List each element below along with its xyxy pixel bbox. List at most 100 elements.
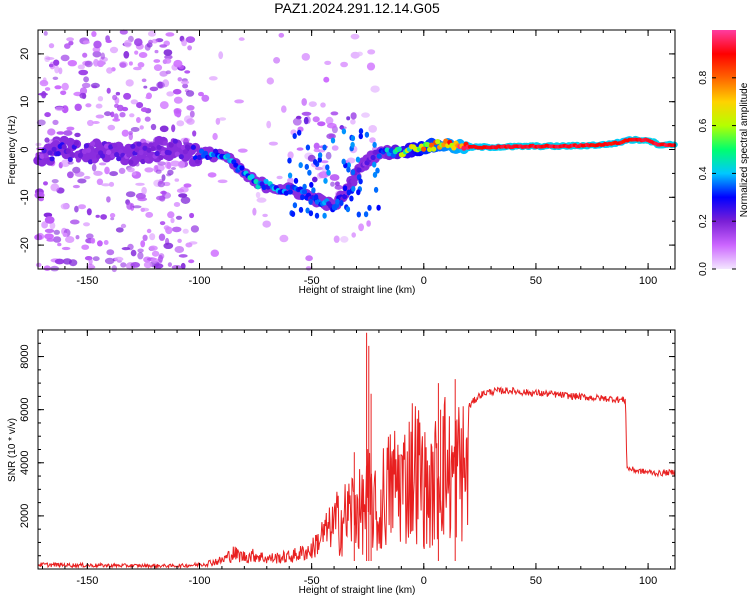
spectrogram-noise-cell	[171, 167, 176, 170]
spectrogram-noise-cell	[165, 32, 175, 37]
spectrogram-noise-cell	[70, 219, 80, 225]
spectrogram-noise-cell	[93, 170, 103, 176]
spectrogram-noise-cell	[97, 60, 105, 68]
spectrogram-noise-cell	[323, 177, 328, 184]
spectrogram-noise-cell	[92, 50, 102, 58]
spectrogram-noise-cell	[121, 129, 129, 137]
spectrogram-noise-cell	[48, 43, 55, 49]
spectrogram-noise-cell	[322, 212, 327, 219]
x-tick-label: -100	[188, 275, 210, 287]
spectrogram-ridge-cell	[45, 157, 51, 163]
spectrogram-noise-cell	[165, 226, 173, 235]
spectrogram-noise-cell	[64, 43, 71, 49]
spectrogram-ridge-cell	[451, 145, 457, 151]
spectrogram-noise-cell	[110, 111, 115, 118]
spectrogram-noise-cell	[305, 266, 312, 271]
spectrogram-noise-cell	[305, 144, 311, 151]
spectrogram-ridge-cell	[93, 147, 100, 153]
spectrogram-noise-cell	[176, 188, 185, 193]
spectrogram-noise-cell	[114, 256, 124, 262]
spectrogram-noise-cell	[161, 190, 166, 197]
spectrogram-noise-cell	[58, 67, 63, 75]
spectrogram-noise-cell	[142, 234, 148, 241]
spectrogram-noise-cell	[218, 117, 227, 121]
spectrogram-ridge-cell	[100, 153, 106, 159]
spectrogram-noise-cell	[44, 233, 54, 240]
spectrogram-noise-cell	[174, 246, 185, 253]
spectrogram-ridge-cell	[283, 190, 289, 196]
spectrogram-noise-cell	[155, 169, 162, 174]
spectrogram-noise-cell	[50, 183, 60, 192]
snr-y-ticks: 2000 4000 6000 8000	[19, 329, 675, 557]
spectrogram-ridge-cell	[178, 154, 184, 160]
spectrogram-noise-cell	[303, 116, 309, 125]
spectrogram-noise-cell	[300, 194, 305, 201]
spectrogram-noise-cell	[340, 61, 348, 68]
spectrogram-noise-cell	[52, 76, 59, 81]
spectrogram-ridge-cell	[425, 142, 431, 148]
x-tick-label: 100	[639, 575, 657, 587]
spectrogram-noise-cell	[60, 203, 69, 210]
spectrogram-noise-cell	[163, 242, 174, 249]
spectrogram-noise-cell	[198, 91, 204, 97]
spectrogram-noise-cell	[109, 171, 118, 177]
spectrogram-noise-cell	[78, 204, 86, 210]
spectrogram-ridge-cell	[435, 139, 441, 145]
spectrogram-noise-cell	[77, 64, 85, 70]
spectrogram-noise-cell	[185, 36, 196, 43]
spectrogram-noise-cell	[157, 161, 166, 166]
spectrogram-noise-cell	[329, 174, 340, 181]
spectrogram-noise-cell	[166, 173, 172, 177]
spectrogram-noise-cell	[237, 148, 248, 153]
spectrogram-noise-cell	[314, 212, 320, 219]
spectrogram-noise-cell	[108, 181, 115, 187]
spectrogram-noise-cell	[52, 119, 59, 125]
spectrogram-noise-cell	[355, 156, 361, 163]
snr-panel: -150 -100 -50 0 50 100 2000 4000 6000 8000 Heigh…	[7, 329, 676, 596]
spectrogram-noise-cell	[153, 263, 164, 269]
spectrogram-ridge-cell	[134, 147, 140, 153]
spectrogram-noise-cell	[364, 131, 370, 138]
spectrogram-noise-cell	[188, 259, 195, 264]
spectrogram-noise-cell	[164, 161, 171, 169]
spectrogram-ridge-cell	[287, 189, 293, 195]
spectrogram-noise-cell	[273, 57, 281, 64]
spectrogram-ridge-cell	[239, 165, 245, 171]
spectrogram-noise-cell	[318, 171, 329, 179]
spectrogram-noise-cell	[81, 82, 91, 89]
spectrogram-noise-cell	[56, 131, 65, 135]
y-tick-label: 2000	[19, 504, 31, 528]
spectrogram-noise-cell	[54, 85, 62, 90]
spectrogram-noise-cell	[180, 196, 191, 204]
spectrogram-cells	[33, 29, 678, 273]
spectrogram-noise-cell	[67, 161, 74, 165]
spectrogram-noise-cell	[57, 242, 62, 247]
spectrogram-noise-cell	[292, 133, 297, 139]
spectrogram-noise-cell	[159, 70, 168, 77]
spectrogram-noise-cell	[119, 62, 127, 68]
y-tick-label: 10	[19, 96, 31, 108]
spectrogram-noise-cell	[104, 166, 110, 175]
spectrogram-noise-cell	[106, 196, 111, 203]
spectrogram-noise-cell	[44, 112, 51, 118]
spectrogram-noise-cell	[180, 262, 186, 270]
spectrogram-noise-cell	[95, 214, 100, 218]
spectrogram-noise-cell	[317, 121, 326, 127]
spectrogram-ridge-cell	[166, 150, 172, 156]
spectrogram-noise-cell	[90, 237, 96, 244]
spectrogram-ridge-cell	[77, 152, 83, 158]
spectrogram-ridge-cell	[174, 151, 180, 157]
spectrogram-noise-cell	[350, 141, 355, 148]
spectrogram-ridge-cell	[65, 148, 71, 154]
spectrogram-noise-cell	[83, 222, 90, 227]
spectrogram-ridge-cell	[51, 146, 57, 152]
spectrogram-noise-cell	[356, 189, 361, 196]
spectrogram-ridge-cell	[47, 150, 53, 156]
spectrogram-noise-cell	[356, 51, 363, 57]
spectrogram-noise-cell	[298, 206, 304, 213]
spectrogram-ridge-cell	[136, 141, 142, 147]
spectrogram-noise-cell	[159, 101, 169, 110]
colorbar-tick-label: 0.4	[698, 166, 709, 180]
spectrogram-noise-cell	[369, 137, 376, 144]
